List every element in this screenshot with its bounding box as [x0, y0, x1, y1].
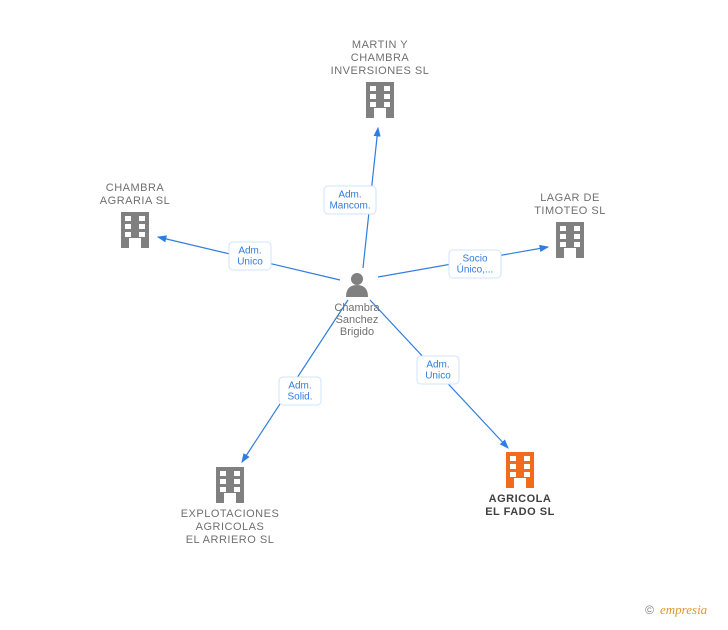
edge-label-text: Unico [425, 371, 451, 382]
person-label: Sanchez [336, 314, 379, 326]
company-label: TIMOTEO SL [534, 205, 606, 217]
edge-label: Adm.Solid. [279, 377, 321, 405]
edge-label: Adm.Unico [417, 356, 459, 384]
building-icon [556, 222, 584, 258]
company-label: AGRICOLAS [196, 521, 265, 533]
edge-label: SocioÚnico,... [449, 250, 501, 278]
company-label: EL FADO SL [485, 506, 555, 518]
brand-text: empresia [660, 602, 708, 617]
company-node: AGRICOLAEL FADO SL [485, 452, 555, 518]
edge-label-text: Mancom. [329, 201, 370, 212]
edge-label-text: Único,... [457, 263, 494, 276]
company-node: MARTIN YCHAMBRAINVERSIONES SL [331, 39, 430, 118]
building-icon [366, 82, 394, 118]
company-node: CHAMBRAAGRARIA SL [100, 182, 170, 248]
edge-label-text: Adm. [288, 381, 311, 392]
person-label: Chambra [334, 302, 380, 314]
edge-label-text: Adm. [238, 246, 261, 257]
company-label: CHAMBRA [351, 52, 410, 64]
company-label: AGRICOLA [489, 493, 552, 505]
edge-label-text: Adm. [426, 360, 449, 371]
company-label: INVERSIONES SL [331, 65, 430, 77]
edge-label-text: Adm. [338, 190, 361, 201]
building-icon [216, 467, 244, 503]
company-label: EXPLOTACIONES [181, 508, 280, 520]
edge-label: Adm.Mancom. [324, 186, 376, 214]
relations-diagram: Adm.Mancom.SocioÚnico,...Adm.UnicoAdm.So… [0, 0, 728, 630]
company-label: CHAMBRA [106, 182, 165, 194]
edge-label-text: Socio [462, 254, 487, 265]
building-icon [121, 212, 149, 248]
person-label: Brigido [340, 326, 374, 338]
edge-label: Adm.Unico [229, 242, 271, 270]
company-label: AGRARIA SL [100, 195, 170, 207]
edge-label-text: Unico [237, 257, 263, 268]
copyright-symbol: © [645, 603, 654, 617]
company-label: LAGAR DE [540, 192, 600, 204]
center-node: ChambraSanchezBrigido [334, 273, 380, 338]
company-node: EXPLOTACIONESAGRICOLASEL ARRIERO SL [181, 467, 280, 546]
building-icon [506, 452, 534, 488]
person-icon [346, 273, 368, 297]
company-label: MARTIN Y [352, 39, 408, 51]
edge-label-text: Solid. [287, 392, 312, 403]
company-label: EL ARRIERO SL [186, 534, 275, 546]
footer: © empresia [645, 602, 708, 617]
person-node: ChambraSanchezBrigido [334, 273, 380, 338]
